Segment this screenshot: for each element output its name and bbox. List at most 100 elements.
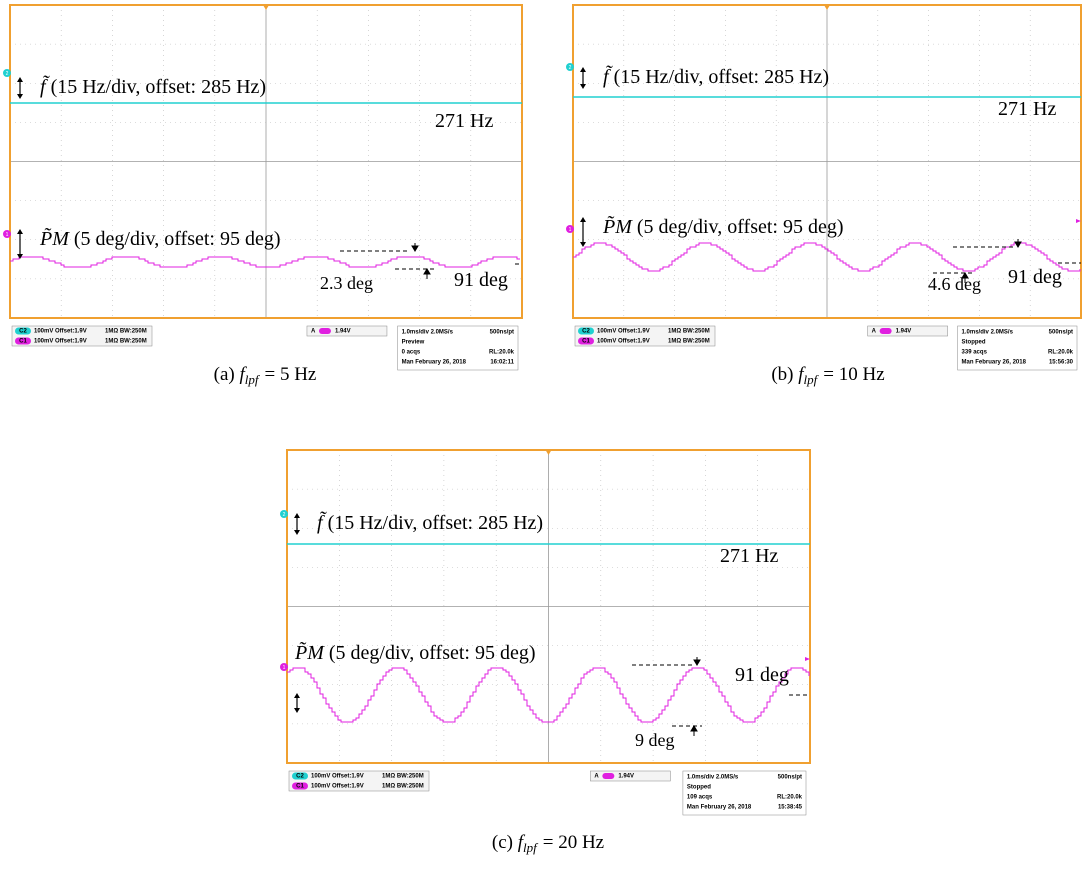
record-length: RL:20.0k: [489, 350, 515, 356]
annotation-part: 91 deg: [1008, 266, 1062, 288]
channel-number: 1: [6, 232, 9, 238]
annotation: f̃ (15 Hz/div, offset: 285 Hz): [317, 510, 543, 534]
channel-number: 2: [569, 65, 572, 71]
time: 15:56:30: [1049, 360, 1074, 366]
channel-badge-label: C1: [19, 339, 27, 345]
trigger-level: 1.94V: [618, 774, 634, 780]
annotation-part: P̃M: [294, 641, 325, 664]
annotation-part: (15 Hz/div, offset: 285 Hz): [51, 76, 267, 98]
channel-impedance: 1MΩ BW:250M: [668, 339, 710, 345]
annotation-part: 91 deg: [454, 269, 508, 291]
caption-rest: = 20 Hz: [543, 832, 604, 853]
channel-impedance: 1MΩ BW:250M: [105, 339, 147, 345]
time: 15:38:45: [778, 805, 803, 811]
channel-number: 2: [283, 512, 286, 518]
channel-badge-label: C2: [582, 329, 590, 335]
annotation-part: P̃M: [602, 215, 633, 238]
channel-impedance: 1MΩ BW:250M: [668, 329, 710, 335]
annotation: P̃M (5 deg/div, offset: 95 deg): [602, 215, 844, 238]
annotation-part: P̃M: [39, 227, 70, 250]
annotation: f̃ (15 Hz/div, offset: 285 Hz): [603, 64, 829, 88]
annotation-part: (5 deg/div, offset: 95 deg): [637, 216, 844, 238]
annotation: 4.6 deg: [928, 274, 981, 294]
channel-setting: 100mV Offset:1.9V: [34, 329, 87, 335]
caption-tag: (b): [771, 364, 793, 385]
caption-sub: lpf: [804, 372, 820, 387]
annotation: 271 Hz: [998, 98, 1056, 120]
caption-tag: (c): [492, 832, 513, 853]
annotation: f̃ (15 Hz/div, offset: 285 Hz): [40, 74, 266, 98]
trigger-level: 1.94V: [335, 329, 351, 335]
date: Man February 26, 2018: [687, 805, 752, 811]
timebase: 1.0ms/div 2.0MS/s: [402, 330, 454, 336]
channel-setting: 100mV Offset:1.9V: [597, 329, 650, 335]
annotation: 9 deg: [635, 730, 675, 750]
caption: (b) flpf= 10 Hz: [771, 364, 884, 387]
annotation-part: f̃: [603, 64, 613, 88]
figure: 21f̃ (15 Hz/div, offset: 285 Hz) 271 Hz …: [0, 0, 1084, 873]
sample-rate: 500ns/pt: [1049, 330, 1073, 336]
trigger-level: 1.94V: [896, 329, 912, 335]
timebase: 1.0ms/div 2.0MS/s: [962, 330, 1014, 336]
annotation: 91 deg: [735, 664, 789, 686]
annotation: 271 Hz: [720, 545, 778, 567]
trigger-badge: [602, 773, 614, 779]
trigger-badge: [319, 328, 331, 334]
trigger-source: A: [311, 329, 316, 335]
caption: (c) flpf= 20 Hz: [492, 832, 604, 855]
time: 16:02:11: [490, 360, 514, 366]
annotation-part: (5 deg/div, offset: 95 deg): [329, 642, 536, 664]
channel-badge-label: C2: [296, 774, 304, 780]
acq-mode: Stopped: [962, 340, 986, 346]
caption-rest: = 10 Hz: [823, 364, 884, 385]
annotation-part: 91 deg: [735, 664, 789, 686]
trigger-source: A: [594, 774, 599, 780]
annotation-part: 271 Hz: [998, 98, 1056, 120]
annotation: 91 deg: [454, 269, 508, 291]
annotation-part: f̃: [40, 74, 50, 98]
channel-impedance: 1MΩ BW:250M: [105, 329, 147, 335]
scope-panel: 21f̃ (15 Hz/div, offset: 285 Hz) 271 Hz …: [280, 450, 810, 815]
date: Man February 26, 2018: [962, 360, 1027, 366]
acq-mode: Preview: [402, 340, 425, 346]
annotation-part: 271 Hz: [720, 545, 778, 567]
channel-badge-label: C1: [582, 339, 590, 345]
sample-rate: 500ns/pt: [490, 330, 514, 336]
trigger-badge: [880, 328, 892, 334]
channel-number: 2: [6, 71, 9, 77]
channel-impedance: 1MΩ BW:250M: [382, 784, 424, 790]
acq-count: 0 acqs: [402, 350, 421, 356]
acq-count: 339 acqs: [962, 350, 988, 356]
channel-setting: 100mV Offset:1.9V: [311, 774, 364, 780]
annotation-part: (15 Hz/div, offset: 285 Hz): [614, 66, 830, 88]
scope-panel: 21f̃ (15 Hz/div, offset: 285 Hz) 271 Hz …: [566, 5, 1081, 370]
annotation-part: 2.3 deg: [320, 273, 373, 293]
caption: (a) flpf= 5 Hz: [214, 364, 317, 387]
annotation: P̃M (5 deg/div, offset: 95 deg): [39, 227, 281, 250]
channel-badge-label: C2: [19, 329, 27, 335]
acq-mode: Stopped: [687, 785, 711, 791]
channel-setting: 100mV Offset:1.9V: [34, 339, 87, 345]
trigger-source: A: [872, 329, 877, 335]
timebase: 1.0ms/div 2.0MS/s: [687, 775, 739, 781]
annotation-part: 271 Hz: [435, 110, 493, 132]
record-length: RL:20.0k: [777, 795, 803, 801]
annotation-part: f̃: [317, 510, 327, 534]
channel-number: 1: [283, 665, 286, 671]
annotation-part: (5 deg/div, offset: 95 deg): [74, 228, 281, 250]
acq-count: 109 acqs: [687, 795, 713, 801]
annotation: 2.3 deg: [320, 273, 373, 293]
record-length: RL:20.0k: [1048, 350, 1074, 356]
annotation: 91 deg: [1008, 266, 1062, 288]
scope-panel: 21f̃ (15 Hz/div, offset: 285 Hz) 271 Hz …: [3, 5, 522, 370]
channel-number: 1: [569, 227, 572, 233]
annotation-part: (15 Hz/div, offset: 285 Hz): [328, 512, 544, 534]
channel-setting: 100mV Offset:1.9V: [311, 784, 364, 790]
sample-rate: 500ns/pt: [778, 775, 802, 781]
caption-sub: lpf: [523, 840, 539, 855]
caption-tag: (a): [214, 364, 235, 385]
annotation-part: 9 deg: [635, 730, 675, 750]
channel-setting: 100mV Offset:1.9V: [597, 339, 650, 345]
date: Man February 26, 2018: [402, 360, 467, 366]
annotation: P̃M (5 deg/div, offset: 95 deg): [294, 641, 536, 664]
